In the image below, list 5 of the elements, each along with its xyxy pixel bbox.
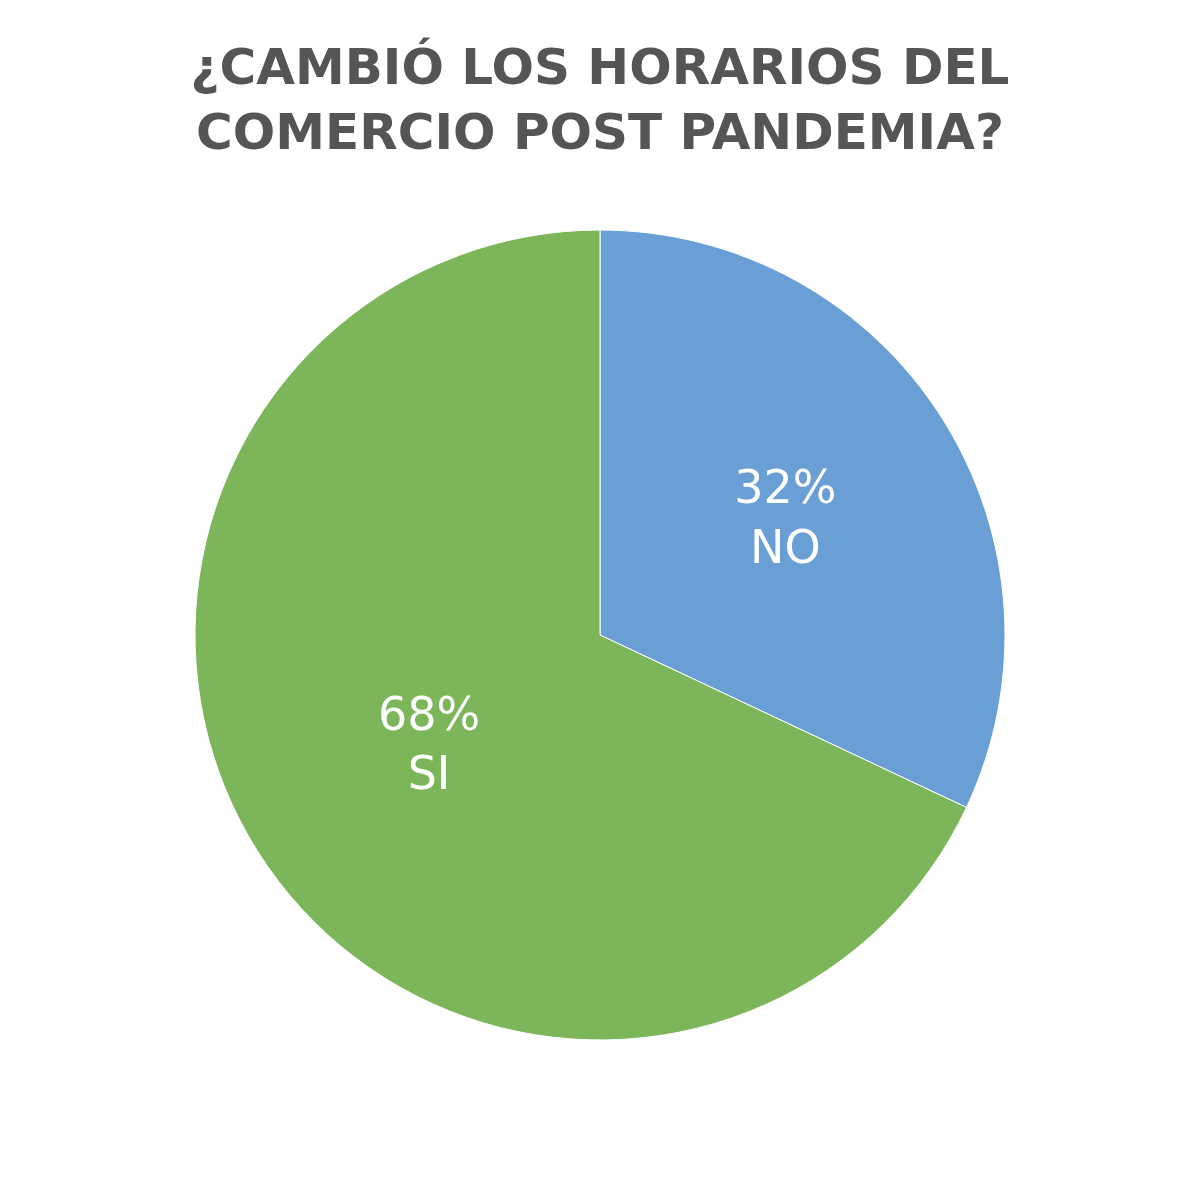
data-label: 68% [377,686,481,741]
slice-label: NO [750,520,821,575]
slice-label: SI [407,746,451,801]
chart-title: ¿CAMBIÓ LOS HORARIOS DEL COMERCIO POST PANDEMIA? [190,37,1010,161]
data-label: 32% [734,460,837,515]
